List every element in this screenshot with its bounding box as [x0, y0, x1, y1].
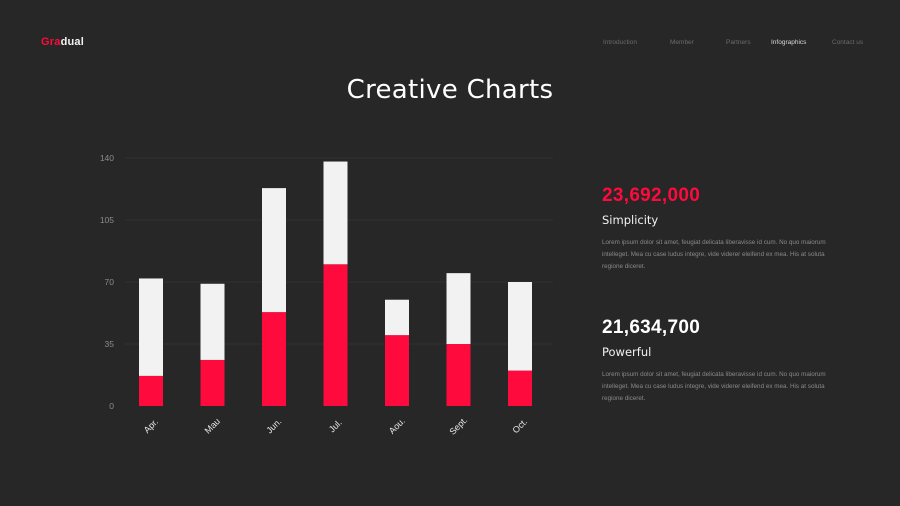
x-tick-label: Mau: [203, 416, 222, 435]
logo-rest-text: dual: [60, 36, 84, 48]
bar-segment-lower: [262, 312, 286, 406]
x-tick-label: Aou.: [387, 416, 407, 436]
stat-description: Lorem ipsum dolor sit amet, feugiat deli…: [602, 239, 826, 271]
nav-item-member[interactable]: Member: [670, 39, 694, 46]
logo-accent-text: Gra: [41, 36, 61, 48]
bar-segment-lower: [323, 264, 348, 406]
nav-item-infographics[interactable]: Infographics: [771, 39, 807, 46]
nav-item-introduction[interactable]: Introduction: [603, 39, 637, 46]
stat-label: Powerful: [602, 345, 652, 359]
bar-segment-upper: [200, 283, 225, 360]
bar-segment-lower: [508, 370, 532, 406]
bar-segment-upper: [385, 299, 409, 336]
stat-powerful: 21,634,700 Powerful Lorem ipsum dolor si…: [602, 318, 852, 406]
nav-item-contact-us[interactable]: Contact us: [832, 39, 864, 46]
bar-segment-upper: [508, 282, 532, 371]
stat-value: 21,634,700: [602, 317, 701, 338]
bar-segment-lower: [446, 344, 471, 406]
bar-segment-upper: [262, 188, 286, 313]
x-tick-label: Jun.: [264, 416, 283, 435]
y-tick-label: 105: [100, 215, 114, 225]
x-tick-label: Sept.: [447, 415, 469, 437]
y-tick-label: 0: [109, 401, 114, 411]
x-tick-label: Apr.: [142, 417, 160, 435]
stat-value: 23,692,000: [602, 185, 701, 206]
top-navigation: Introduction Member Partners Infographic…: [0, 39, 900, 51]
page-title: Creative Charts: [346, 75, 554, 105]
bar-segment-lower: [385, 335, 409, 406]
x-tick-label: Jul.: [327, 417, 344, 434]
bar-segment-lower: [200, 359, 225, 406]
stat-simplicity: 23,692,000 Simplicity Lorem ipsum dolor …: [602, 186, 852, 274]
x-tick-label: Oct.: [511, 417, 530, 436]
bar-segment-upper: [323, 161, 348, 265]
bar-segment-upper: [446, 273, 471, 344]
nav-item-partners[interactable]: Partners: [726, 39, 751, 46]
stat-description: Lorem ipsum dolor sit amet, feugiat deli…: [602, 371, 826, 403]
y-tick-label: 70: [105, 277, 115, 287]
bar-segment-lower: [139, 375, 163, 406]
brand-logo[interactable]: Gradual: [41, 36, 84, 48]
stat-label: Simplicity: [602, 213, 659, 227]
y-tick-label: 140: [100, 153, 114, 163]
y-tick-label: 35: [105, 339, 115, 349]
bar-segment-upper: [139, 278, 163, 376]
